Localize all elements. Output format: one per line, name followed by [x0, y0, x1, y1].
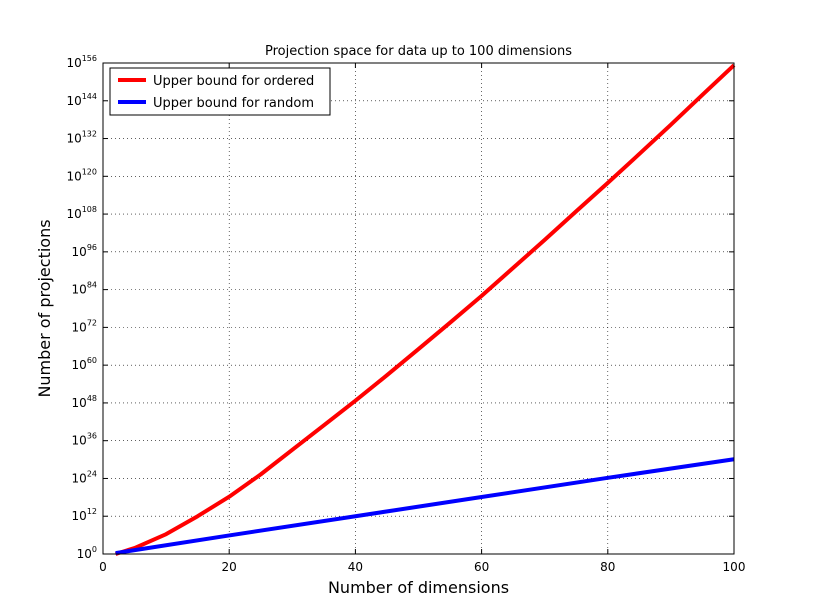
series-line-ordered [115, 63, 736, 556]
y-tick-label: 100 [77, 545, 97, 561]
series-line-random [115, 457, 735, 556]
x-tick-label: 40 [348, 560, 363, 574]
plot-frame [102, 62, 735, 555]
y-tick-label: 1036 [72, 432, 97, 448]
x-tick-label: 0 [99, 560, 107, 574]
y-tick-label: 10132 [66, 130, 97, 146]
y-tick-label: 1084 [72, 281, 97, 297]
series-group [115, 63, 736, 556]
x-tick-label: 60 [474, 560, 489, 574]
y-tick-label: 1072 [72, 318, 97, 334]
y-tick-label: 1024 [72, 469, 97, 485]
y-axis-title: Number of projections [35, 219, 54, 397]
x-axis-title: Number of dimensions [328, 578, 509, 597]
legend-box [109, 67, 331, 116]
legend-label-random: Upper bound for random [153, 96, 314, 111]
legend: Upper bound for ordered Upper bound for r… [109, 67, 331, 116]
y-tick-label: 10144 [66, 92, 97, 108]
y-tick-label: 10120 [66, 167, 97, 183]
y-tick-label: 10108 [66, 205, 97, 221]
legend-label-ordered: Upper bound for ordered [153, 74, 314, 89]
x-tick-label: 100 [723, 560, 746, 574]
chart-title: Projection space for data up to 100 dime… [265, 44, 572, 59]
x-tick-label: 80 [600, 560, 615, 574]
y-tick-label: 1096 [72, 243, 97, 259]
y-tick-label: 1048 [72, 394, 97, 410]
ticks: 0 20 40 60 80 100 100 1012 1024 1036 1048 1060 1072 1… [66, 54, 745, 574]
x-tick-label: 20 [222, 560, 237, 574]
y-tick-label: 1012 [72, 507, 97, 523]
y-tick-label: 1060 [72, 356, 97, 372]
y-tick-label: 10156 [66, 54, 97, 70]
